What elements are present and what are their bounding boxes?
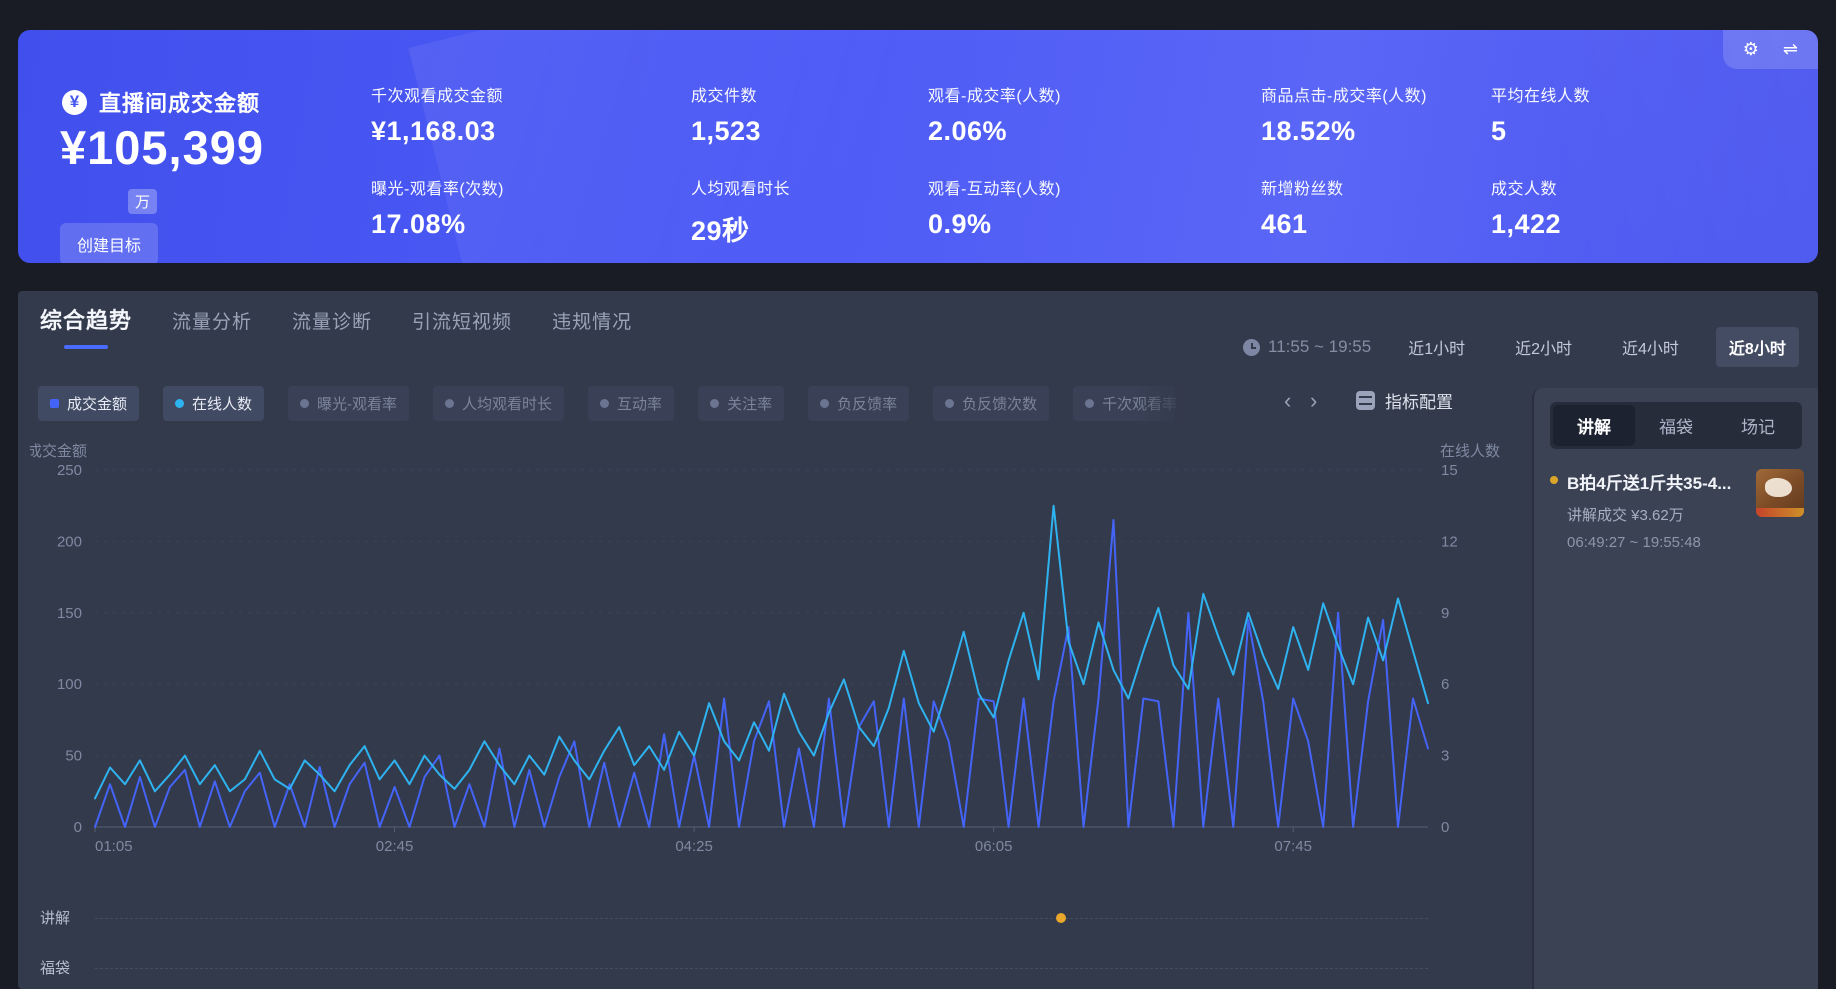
time-range-label: 11:55 ~ 19:55 bbox=[1243, 337, 1371, 357]
banner-title: 直播间成交金额 bbox=[99, 91, 261, 116]
series-marker bbox=[820, 399, 830, 408]
metric-card: 观看-成交率(人数) 2.06% bbox=[928, 88, 1061, 146]
product-title: B拍4斤送1斤共35-4... bbox=[1567, 474, 1732, 493]
metric-card: 新增粉丝数 461 bbox=[1261, 181, 1344, 239]
bullet-icon bbox=[1550, 476, 1558, 484]
series-marker bbox=[175, 399, 185, 408]
tab-violations[interactable]: 违规情况 bbox=[552, 312, 633, 333]
time-option-1h[interactable]: 近1小时 bbox=[1408, 341, 1466, 358]
tab-overall-trend[interactable]: 综合趋势 bbox=[40, 303, 132, 335]
svg-text:200: 200 bbox=[57, 533, 82, 550]
metric-card: 成交人数 1,422 bbox=[1491, 181, 1562, 239]
trend-chart[interactable]: 成交金额 在线人数 250 15 200 12 150 9 100 6 50 3 0 0 01:05 02:4… bbox=[30, 440, 1500, 920]
svg-text:成交金额: 成交金额 bbox=[30, 442, 87, 460]
svg-text:100: 100 bbox=[57, 676, 82, 693]
time-option-8h[interactable]: 近8小时 bbox=[1715, 327, 1799, 367]
series-marker bbox=[300, 399, 310, 408]
series-marker bbox=[945, 399, 955, 408]
svg-text:150: 150 bbox=[57, 605, 82, 622]
chip-follow-rate[interactable]: 关注率 bbox=[698, 386, 785, 421]
product-thumbnail[interactable] bbox=[1756, 469, 1804, 517]
svg-text:50: 50 bbox=[65, 748, 82, 765]
chip-negative-feedback-rate[interactable]: 负反馈率 bbox=[808, 386, 910, 421]
chip-online-users[interactable]: 在线人数 bbox=[163, 386, 265, 421]
tab-short-video[interactable]: 引流短视频 bbox=[412, 312, 513, 333]
banner-actions: ⚙ ⇌ bbox=[1722, 30, 1818, 69]
tab-traffic-analysis[interactable]: 流量分析 bbox=[172, 312, 253, 333]
main-tabs: 综合趋势 流量分析 流量诊断 引流短视频 违规情况 bbox=[40, 303, 632, 335]
time-filter: 11:55 ~ 19:55 近1小时 近2小时 近4小时 近8小时 bbox=[1243, 327, 1799, 367]
svg-text:15: 15 bbox=[1441, 462, 1458, 479]
activity-tab-luckybag[interactable]: 福袋 bbox=[1659, 418, 1693, 437]
chip-negative-feedback-count[interactable]: 负反馈次数 bbox=[933, 386, 1050, 421]
svg-text:250: 250 bbox=[57, 462, 82, 479]
product-time-range: 06:49:27 ~ 19:55:48 bbox=[1567, 534, 1701, 551]
svg-text:0: 0 bbox=[1441, 819, 1449, 836]
metric-card: 千次观看成交金额 ¥1,168.03 bbox=[371, 88, 504, 146]
metric-card: 平均在线人数 5 bbox=[1491, 88, 1591, 146]
metric-card: 曝光-观看率(次数) 17.08% bbox=[371, 181, 504, 239]
svg-text:01:05: 01:05 bbox=[95, 838, 133, 855]
unit-badge: 万 bbox=[128, 189, 158, 214]
svg-text:04:25: 04:25 bbox=[675, 838, 713, 855]
svg-text:06:05: 06:05 bbox=[975, 838, 1013, 855]
create-goal-button[interactable]: 创建目标 bbox=[60, 223, 159, 263]
svg-text:0: 0 bbox=[74, 819, 82, 836]
timeline-row-explain: 讲解 bbox=[40, 910, 71, 927]
product-gmv: 讲解成交 ¥3.62万 bbox=[1567, 507, 1684, 524]
tab-traffic-diagnosis[interactable]: 流量诊断 bbox=[292, 312, 373, 333]
series-marker bbox=[445, 399, 455, 408]
metric-card: 观看-互动率(人数) 0.9% bbox=[928, 181, 1061, 239]
timeline-line bbox=[95, 968, 1428, 969]
chip-interaction-rate[interactable]: 互动率 bbox=[588, 386, 675, 421]
svg-text:9: 9 bbox=[1441, 605, 1449, 622]
svg-text:3: 3 bbox=[1441, 748, 1449, 765]
time-option-2h[interactable]: 近2小时 bbox=[1515, 341, 1573, 358]
svg-text:在线人数: 在线人数 bbox=[1440, 443, 1500, 460]
config-icon bbox=[1356, 391, 1375, 410]
clock-icon bbox=[1243, 338, 1260, 356]
series-marker bbox=[600, 399, 610, 408]
kpi-metrics-grid: 千次观看成交金额 ¥1,168.03 曝光-观看率(次数) 17.08% 成交件数 1… bbox=[371, 82, 1590, 250]
chip-avg-watch-time[interactable]: 人均观看时长 bbox=[433, 386, 565, 421]
series-marker bbox=[710, 399, 720, 408]
explain-event-dot[interactable] bbox=[1056, 913, 1066, 923]
live-activity-panel: 讲解 福袋 场记 B拍4斤送1斤共35-4... 讲解成交 ¥3.62万 06:… bbox=[1532, 388, 1818, 989]
gear-icon[interactable]: ⚙ bbox=[1742, 39, 1759, 59]
svg-text:6: 6 bbox=[1441, 676, 1449, 693]
chips-scroll-right-icon[interactable]: › bbox=[1310, 388, 1318, 413]
swap-icon[interactable]: ⇌ bbox=[1782, 39, 1798, 59]
chips-scroll-left-icon[interactable]: ‹ bbox=[1284, 388, 1292, 413]
metric-card: 商品点击-成交率(人数) 18.52% bbox=[1261, 88, 1427, 146]
kpi-banner: ¥ 直播间成交金额 ¥105,399 万 创建目标 千次观看成交金额 ¥1,168… bbox=[18, 30, 1818, 263]
series-marker bbox=[1085, 399, 1095, 408]
timeline-line bbox=[95, 918, 1428, 919]
timeline-row-luckybag: 福袋 bbox=[40, 960, 71, 977]
svg-text:12: 12 bbox=[1441, 533, 1458, 550]
chip-gmv[interactable]: 成交金额 bbox=[38, 386, 140, 421]
svg-text:07:45: 07:45 bbox=[1274, 838, 1312, 855]
activity-tabs: 讲解 福袋 场记 bbox=[1550, 402, 1802, 449]
time-option-4h[interactable]: 近4小时 bbox=[1622, 341, 1679, 358]
chip-per-thousand-views[interactable]: 千次观看率 bbox=[1073, 386, 1190, 421]
metric-card: 人均观看时长 29秒 bbox=[691, 181, 791, 246]
metric-card: 成交件数 1,523 bbox=[691, 88, 762, 146]
metric-chips: 成交金额 在线人数 曝光-观看率 人均观看时长 互动率 关注率 负反馈率 负反馈… bbox=[38, 386, 1190, 421]
gmv-main-value: ¥105,399 bbox=[60, 121, 265, 174]
activity-tab-explain[interactable]: 讲解 bbox=[1553, 405, 1635, 446]
series-marker bbox=[50, 399, 59, 408]
svg-text:02:45: 02:45 bbox=[376, 838, 414, 855]
chip-exposure-view-rate[interactable]: 曝光-观看率 bbox=[288, 386, 410, 421]
activity-tab-notes[interactable]: 场记 bbox=[1741, 418, 1775, 437]
explained-product-item[interactable]: B拍4斤送1斤共35-4... 讲解成交 ¥3.62万 06:49:27 ~ 1… bbox=[1550, 469, 1804, 551]
metric-config-button[interactable]: 指标配置 bbox=[1356, 388, 1453, 413]
yuan-icon: ¥ bbox=[62, 89, 87, 115]
